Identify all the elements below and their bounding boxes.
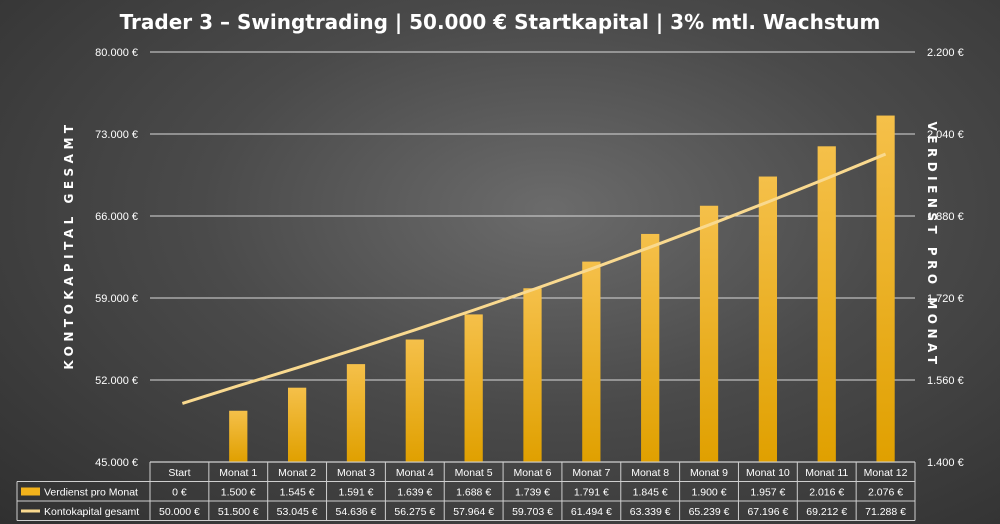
- left-tick-label: 45.000 €: [95, 457, 138, 469]
- left-tick-label: 52.000 €: [95, 375, 138, 387]
- line-path: [181, 152, 887, 405]
- legend-label: Verdienst pro Monat: [44, 487, 138, 499]
- data-label: 1.639 €: [397, 487, 432, 499]
- data-label: 1.791 €: [574, 487, 609, 499]
- category-label: Monat 10: [746, 467, 790, 479]
- data-label: 1.545 €: [280, 487, 315, 499]
- bar: [405, 339, 424, 462]
- legend-label: Kontokapital gesamt: [44, 506, 139, 518]
- category-label: Monat 6: [514, 467, 552, 479]
- chart-title: Trader 3 – Swingtrading | 50.000 € Start…: [120, 10, 881, 34]
- left-tick-label: 66.000 €: [95, 211, 138, 223]
- bar: [641, 233, 660, 462]
- category-label: Start: [168, 467, 190, 479]
- category-label: Monat 3: [337, 467, 375, 479]
- line-series: [181, 152, 887, 405]
- category-label: Monat 7: [572, 467, 610, 479]
- data-label: 59.703 €: [512, 506, 553, 518]
- data-label: 71.288 €: [865, 506, 906, 518]
- bar: [346, 364, 366, 462]
- data-label: 51.500 €: [218, 506, 259, 518]
- legend-swatch-bar: [21, 487, 40, 496]
- data-label: 53.045 €: [277, 506, 318, 518]
- data-label: 56.275 €: [394, 506, 435, 518]
- category-label: Monat 11: [805, 467, 848, 479]
- data-label: 50.000 €: [159, 506, 200, 518]
- left-tick-label: 80.000 €: [95, 47, 138, 59]
- left-axis-ticks: 80.000 € 73.000 € 66.000 € 59.000 € 52.000 €…: [95, 47, 138, 469]
- left-tick-label: 59.000 €: [95, 293, 138, 305]
- left-tick-label: 73.000 €: [95, 129, 138, 141]
- data-label: 1.688 €: [456, 487, 491, 499]
- right-tick-label: 1.720 €: [927, 293, 964, 305]
- bar: [758, 176, 778, 462]
- bar: [582, 261, 601, 462]
- bar: [523, 288, 542, 462]
- data-label: 1.845 €: [633, 487, 668, 499]
- data-label: 2.076 €: [868, 487, 903, 499]
- data-label: 67.196 €: [747, 506, 788, 518]
- bar: [229, 410, 248, 462]
- data-label: 54.636 €: [336, 506, 377, 518]
- bar: [817, 146, 836, 463]
- category-label: Monat 5: [455, 467, 493, 479]
- data-label: 69.212 €: [806, 506, 847, 518]
- data-label: 63.339 €: [630, 506, 671, 518]
- category-label: Monat 1: [219, 467, 257, 479]
- data-label: 1.739 €: [515, 487, 550, 499]
- data-label: 0 €: [172, 487, 187, 499]
- data-label: 57.964 €: [453, 506, 494, 518]
- bar: [699, 205, 719, 462]
- left-axis-title: KONTOKAPITAL GESAMT: [62, 120, 76, 369]
- category-label: Monat 12: [864, 467, 908, 479]
- data-label: 1.900 €: [692, 487, 727, 499]
- right-tick-label: 2.200 €: [927, 47, 964, 59]
- data-label: 2.016 €: [809, 487, 844, 499]
- data-label: 1.591 €: [338, 487, 373, 499]
- data-label: 1.500 €: [221, 487, 256, 499]
- data-label: 61.494 €: [571, 506, 612, 518]
- category-label: Monat 4: [396, 467, 434, 479]
- right-tick-label: 1.880 €: [927, 211, 964, 223]
- data-table: Start Monat 1 Monat 2 Monat 3 Monat 4 Monat 5…: [16, 461, 916, 521]
- right-tick-label: 2.040 €: [927, 129, 964, 141]
- category-label: Monat 8: [631, 467, 669, 479]
- data-label: 1.957 €: [750, 487, 785, 499]
- bar-series: [229, 115, 895, 463]
- bar: [464, 314, 483, 462]
- right-axis-ticks: 2.200 € 2.040 € 1.880 € 1.720 € 1.560 € 1.400…: [927, 47, 964, 469]
- category-label: Monat 2: [278, 467, 316, 479]
- data-label: 65.239 €: [689, 506, 730, 518]
- bar: [287, 387, 307, 462]
- right-tick-label: 1.400 €: [927, 457, 964, 469]
- right-tick-label: 1.560 €: [927, 375, 964, 387]
- category-label: Monat 9: [690, 467, 728, 479]
- bar: [876, 115, 895, 463]
- right-axis-title: VERDIENST PRO MONAT: [925, 121, 939, 368]
